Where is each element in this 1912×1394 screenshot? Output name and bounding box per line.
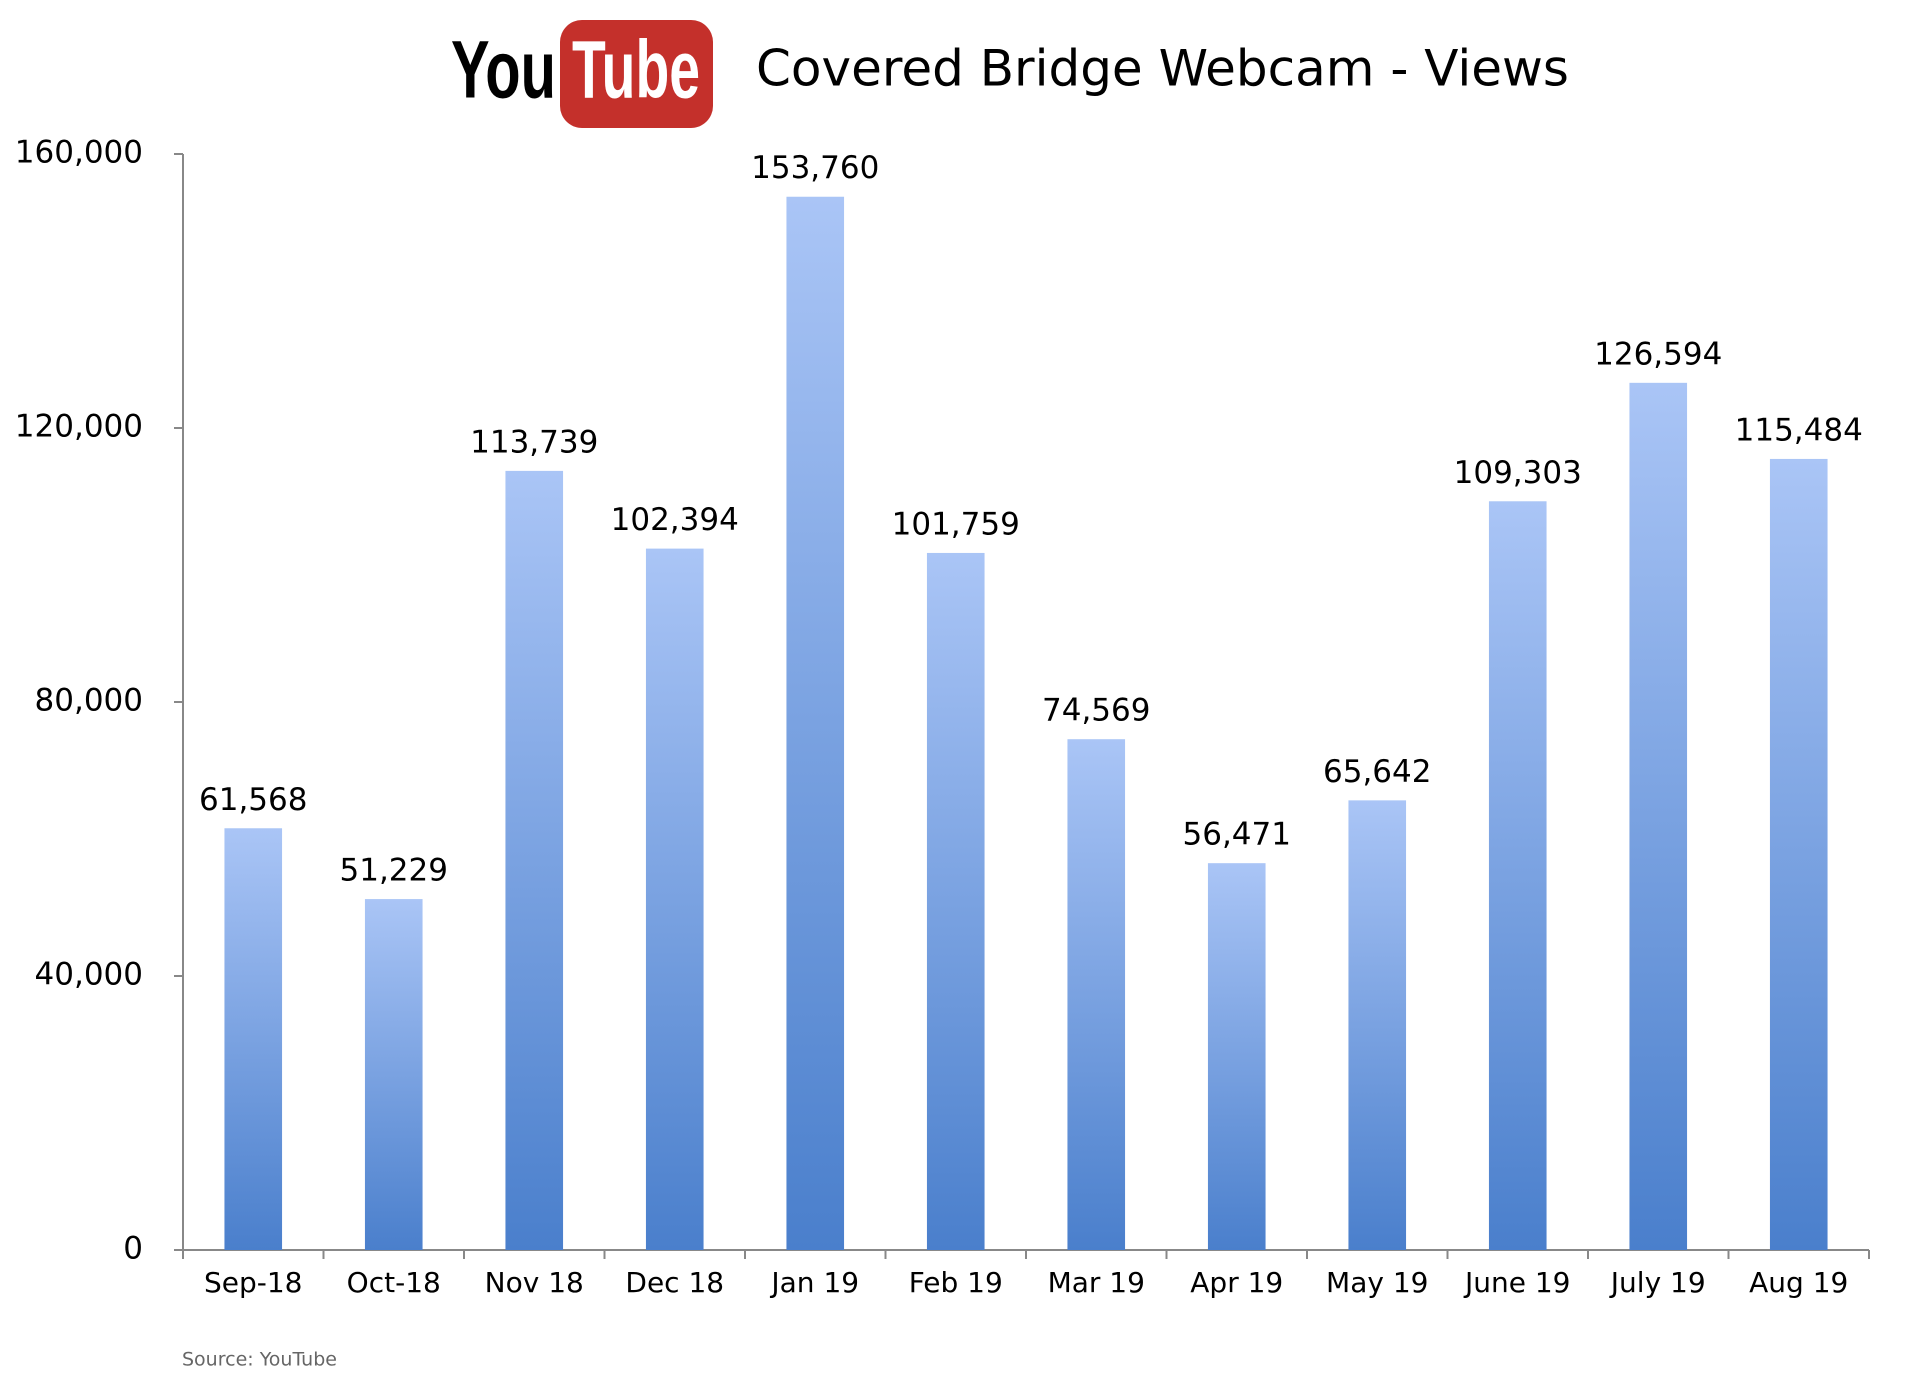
bar [1207, 863, 1266, 1250]
x-tick-label: Mar 19 [1048, 1266, 1145, 1299]
x-tick-label: Dec 18 [625, 1266, 724, 1299]
chart-title: Covered Bridge Webcam - Views [756, 40, 1569, 98]
bar [505, 470, 564, 1251]
x-tick-label: Apr 19 [1190, 1266, 1283, 1299]
x-tick-label: Sep-18 [204, 1266, 303, 1299]
logo-tube: Tube [572, 25, 700, 116]
x-tick-label: May 19 [1326, 1266, 1428, 1299]
y-tick-label: 40,000 [35, 957, 143, 993]
y-tick-label: 0 [123, 1231, 143, 1267]
y-tick-label: 120,000 [15, 409, 143, 445]
value-label: 56,471 [1183, 817, 1291, 853]
bar [364, 899, 423, 1250]
value-label: 101,759 [892, 506, 1020, 542]
x-tick-label: Jan 19 [769, 1266, 859, 1299]
x-tick-label: June 19 [1463, 1266, 1571, 1299]
value-label: 109,303 [1454, 455, 1582, 491]
bar [1629, 382, 1688, 1251]
y-tick-label: 80,000 [35, 683, 143, 719]
x-tick-label: Feb 19 [909, 1266, 1003, 1299]
bar [1488, 501, 1547, 1251]
logo-you: You [451, 25, 556, 116]
logo-box [560, 20, 713, 128]
y-tick-label: 160,000 [15, 135, 143, 171]
bar [1348, 800, 1407, 1250]
x-tick-label: Oct-18 [347, 1266, 441, 1299]
value-label: 115,484 [1735, 412, 1863, 448]
value-label: 153,760 [751, 150, 879, 186]
value-label: 65,642 [1323, 754, 1431, 790]
bar [786, 196, 845, 1250]
x-tick-label: Aug 19 [1749, 1266, 1848, 1299]
bar [926, 552, 985, 1250]
value-label: 126,594 [1594, 336, 1722, 372]
value-label: 51,229 [340, 853, 448, 889]
value-label: 61,568 [199, 782, 307, 818]
value-label: 102,394 [611, 502, 739, 538]
x-tick-label: Nov 18 [485, 1266, 584, 1299]
bar [645, 548, 704, 1250]
bar [1067, 739, 1126, 1250]
bar [1769, 458, 1828, 1251]
source-note: Source: YouTube [182, 1349, 337, 1371]
x-tick-label: July 19 [1609, 1266, 1706, 1299]
value-label: 74,569 [1042, 693, 1150, 729]
bar [224, 828, 283, 1250]
value-label: 113,739 [470, 424, 598, 460]
